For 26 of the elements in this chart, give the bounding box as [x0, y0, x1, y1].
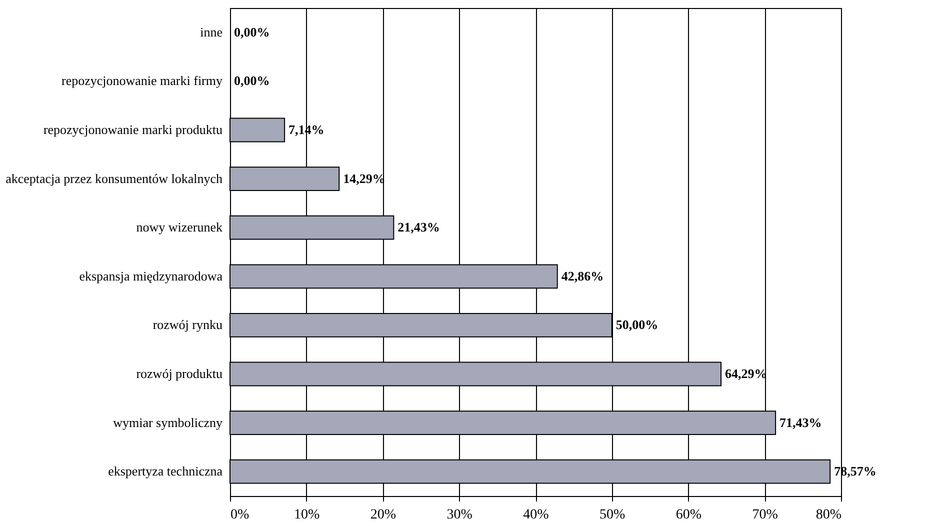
data-label: 42,86% [561, 268, 604, 284]
x-tick-label: 10% [294, 508, 320, 522]
data-label: 50,00% [616, 317, 658, 332]
data-label: 0,00% [234, 73, 270, 88]
x-tick-label: 80% [816, 508, 842, 522]
x-tick-label: 20% [370, 508, 396, 522]
x-tick-label: 40% [523, 508, 550, 522]
y-tick-label: rozwój rynku [152, 317, 223, 332]
y-tick-label: rozwój produktu [136, 366, 223, 381]
y-tick-label: repozycjonowanie marki firmy [62, 73, 223, 88]
x-tick-label: 70% [752, 508, 778, 522]
x-tick-label: 60% [676, 508, 702, 522]
y-tick-label: wymiar symboliczny [113, 414, 223, 430]
data-label: 0,00% [234, 24, 270, 40]
y-tick-label: nowy wizerunek [136, 220, 223, 235]
x-tick-label: 50% [600, 508, 626, 522]
x-tick-label: 30% [446, 508, 473, 522]
y-tick-label: ekspansja międzynarodowa [79, 268, 223, 284]
y-tick-label: inne [200, 24, 223, 40]
y-tick-label: akceptacja przez konsumentów lokalnych [6, 170, 223, 186]
y-tick-label: repozycjonowanie marki produktu [43, 122, 223, 137]
data-label: 71,43% [780, 414, 822, 430]
x-tick-label: 0% [230, 508, 250, 522]
data-label: 21,43% [398, 220, 440, 235]
data-label: 64,29% [725, 366, 768, 381]
y-tick-label: ekspertyza techniczna [108, 464, 223, 479]
